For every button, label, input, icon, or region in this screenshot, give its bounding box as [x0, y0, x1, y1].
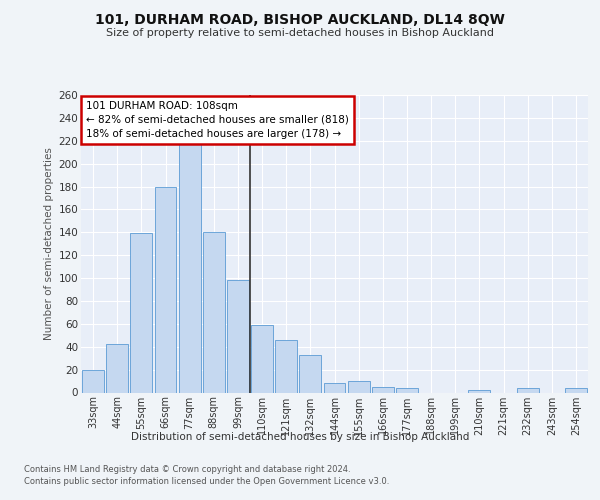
Bar	[299, 354, 321, 393]
Bar	[130, 234, 152, 392]
Text: Size of property relative to semi-detached houses in Bishop Auckland: Size of property relative to semi-detach…	[106, 28, 494, 38]
Text: 101 DURHAM ROAD: 108sqm
← 82% of semi-detached houses are smaller (818)
18% of s: 101 DURHAM ROAD: 108sqm ← 82% of semi-de…	[86, 101, 349, 139]
Bar	[517, 388, 539, 392]
Y-axis label: Number of semi-detached properties: Number of semi-detached properties	[44, 148, 55, 340]
Bar	[323, 384, 346, 392]
Bar	[106, 344, 128, 393]
Bar	[348, 381, 370, 392]
Bar	[469, 390, 490, 392]
Bar	[275, 340, 297, 392]
Bar	[82, 370, 104, 392]
Bar	[372, 387, 394, 392]
Bar	[227, 280, 249, 392]
Text: Contains public sector information licensed under the Open Government Licence v3: Contains public sector information licen…	[24, 478, 389, 486]
Text: 101, DURHAM ROAD, BISHOP AUCKLAND, DL14 8QW: 101, DURHAM ROAD, BISHOP AUCKLAND, DL14 …	[95, 12, 505, 26]
Bar	[251, 325, 273, 392]
Bar	[179, 143, 200, 392]
Bar	[565, 388, 587, 392]
Bar	[155, 186, 176, 392]
Bar	[203, 232, 224, 392]
Text: Distribution of semi-detached houses by size in Bishop Auckland: Distribution of semi-detached houses by …	[131, 432, 469, 442]
Text: Contains HM Land Registry data © Crown copyright and database right 2024.: Contains HM Land Registry data © Crown c…	[24, 465, 350, 474]
Bar	[396, 388, 418, 392]
